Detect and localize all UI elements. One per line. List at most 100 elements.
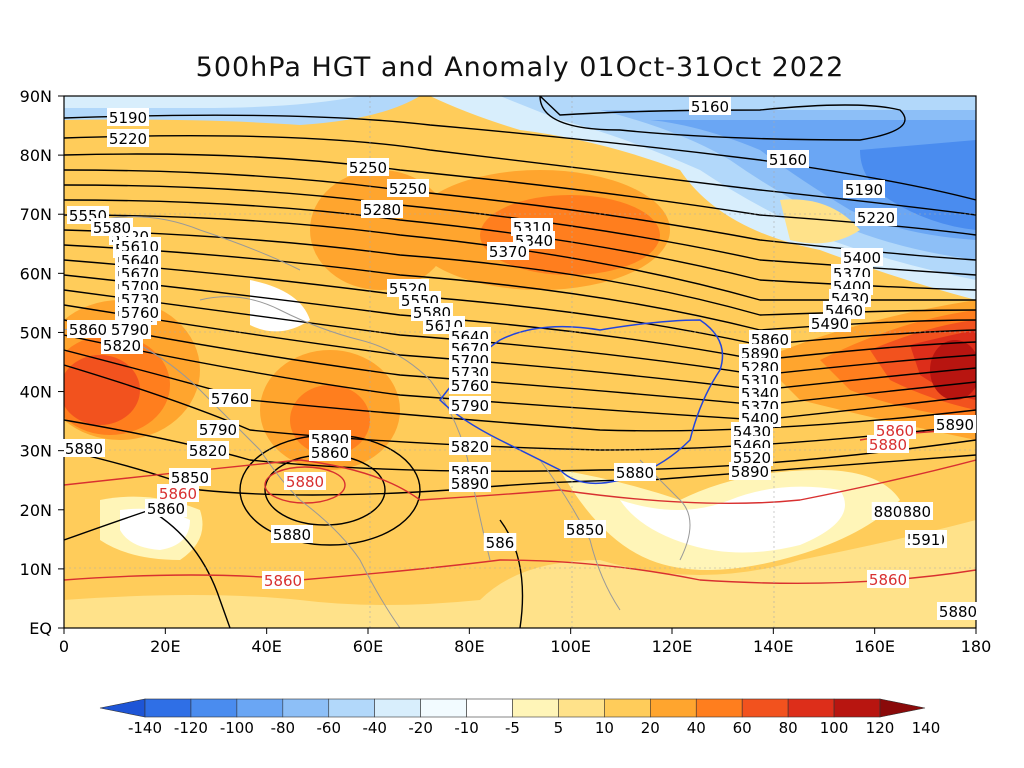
map-title: 500hPa HGT and Anomaly 01Oct-31Oct 2022 bbox=[195, 52, 845, 83]
lat-label: 30N bbox=[20, 442, 52, 461]
contour-label: 5520 bbox=[733, 449, 771, 467]
colorbar-label: -120 bbox=[174, 719, 208, 737]
contour-label-bg bbox=[271, 525, 313, 543]
lat-label: 60N bbox=[20, 264, 52, 283]
colorbar-swatch bbox=[420, 698, 467, 718]
contour-label-bg bbox=[107, 108, 149, 126]
contour-label: 5790 bbox=[199, 421, 237, 439]
contour-label-bg bbox=[729, 462, 771, 480]
lon-label: 180 bbox=[961, 637, 992, 656]
colorbar-label: -20 bbox=[408, 719, 433, 737]
colorbar-swatch bbox=[466, 698, 513, 718]
contour-label-bg bbox=[157, 484, 199, 502]
colorbar-swatch bbox=[787, 698, 835, 718]
colorbar-label: -10 bbox=[454, 719, 479, 737]
contour-label-bg bbox=[119, 237, 161, 255]
contour-label: 5890 bbox=[731, 463, 769, 481]
contour-label: 5860 bbox=[69, 321, 107, 339]
lon-label: 140E bbox=[753, 637, 794, 656]
contour-label-bg bbox=[874, 421, 916, 439]
contour-label: 5890 bbox=[936, 416, 974, 434]
colorbar-swatch bbox=[741, 698, 789, 718]
contour-label-bg bbox=[284, 472, 326, 490]
contour-label: 5890 bbox=[451, 475, 489, 493]
contour-label-bg bbox=[449, 376, 491, 394]
colorbar-swatch bbox=[236, 698, 284, 718]
contour-label-bg bbox=[187, 441, 229, 459]
contour-label: 5820 bbox=[103, 337, 141, 355]
contour-label-bg bbox=[867, 570, 909, 588]
colorbar-swatch bbox=[282, 698, 330, 718]
contour-label: 5850 bbox=[171, 469, 209, 487]
latitude-axis: 90N 80N 70N 60N 50N 40N 30N 20N 10N EQ bbox=[20, 87, 64, 638]
contour-label-bg bbox=[871, 502, 905, 520]
contour-label-bg bbox=[614, 463, 656, 481]
colorbar-label: 40 bbox=[687, 719, 706, 737]
lat-label: EQ bbox=[29, 619, 52, 638]
colorbar-label: -5 bbox=[505, 719, 520, 737]
contour-label: 5160 bbox=[691, 98, 729, 116]
lon-label: 40E bbox=[251, 637, 281, 656]
contour-label: 5190 bbox=[845, 181, 883, 199]
contour-label-bg bbox=[197, 420, 239, 438]
contour-label: 5880 bbox=[65, 440, 103, 458]
lat-label: 20N bbox=[20, 501, 52, 520]
lon-label: 80E bbox=[454, 637, 484, 656]
colorbar-label: -60 bbox=[317, 719, 342, 737]
contour-label-red: 5880 bbox=[286, 473, 324, 491]
contour-label: 5760 bbox=[121, 304, 159, 322]
colorbar-arrow-left bbox=[99, 698, 146, 718]
contour-label-bg bbox=[867, 435, 909, 453]
colorbar-label: 5 bbox=[554, 719, 564, 737]
contour-label-bg bbox=[937, 602, 979, 620]
colorbar-swatch bbox=[558, 698, 605, 718]
lat-label: 10N bbox=[20, 560, 52, 579]
contour-label: 5400 bbox=[843, 249, 881, 267]
contour-label-bg bbox=[689, 97, 731, 115]
lon-label: 160E bbox=[854, 637, 895, 656]
colorbar-swatch bbox=[144, 698, 192, 718]
colorbar-label: 60 bbox=[733, 719, 752, 737]
colorbar-label: -100 bbox=[220, 719, 254, 737]
contour-label-bg bbox=[731, 422, 773, 440]
colorbar-swatch bbox=[650, 698, 697, 718]
contour-label: 5220 bbox=[857, 209, 895, 227]
colorbar-label: 140 bbox=[912, 719, 941, 737]
contour-label-bg bbox=[731, 448, 773, 466]
contour-label: 5160 bbox=[769, 151, 807, 169]
lon-label: 120E bbox=[652, 637, 693, 656]
colorbar-label: -80 bbox=[271, 719, 296, 737]
contour-label-bg bbox=[109, 320, 151, 338]
contour-label: 5280 bbox=[363, 201, 401, 219]
contour-label: 5860 bbox=[311, 444, 349, 462]
contour-label: 5790 bbox=[111, 321, 149, 339]
contour-label-red: 5860 bbox=[264, 572, 302, 590]
contour-label-bg bbox=[262, 571, 304, 589]
lat-label: 70N bbox=[20, 205, 52, 224]
colorbar-swatch bbox=[833, 698, 881, 718]
contour-label: 5580 bbox=[93, 219, 131, 237]
contour-label: 5760 bbox=[211, 390, 249, 408]
contour-label: 591 bbox=[912, 531, 941, 549]
contour-label-bg bbox=[483, 533, 517, 551]
contour-label-bg bbox=[749, 330, 791, 348]
colorbar-label: 120 bbox=[866, 719, 895, 737]
contour-label: 5880 bbox=[616, 464, 654, 482]
contour-label-red: 5880 bbox=[869, 436, 907, 454]
lon-label: 20E bbox=[150, 637, 180, 656]
colorbar-arrow-right bbox=[879, 698, 926, 718]
contour-label-bg bbox=[841, 248, 883, 266]
colorbar-swatch bbox=[512, 698, 559, 718]
contour-label-bg bbox=[487, 242, 529, 260]
contour-label-bg bbox=[843, 180, 885, 198]
colorbar-swatch bbox=[190, 698, 238, 718]
contour-label-bg bbox=[767, 150, 809, 168]
lon-label: 0 bbox=[59, 637, 69, 656]
contour-label-bg bbox=[449, 474, 491, 492]
contour-label-bg bbox=[145, 499, 187, 517]
contour-label: 5820 bbox=[189, 442, 227, 460]
contour-label-bg bbox=[361, 200, 403, 218]
contour-label-bg bbox=[387, 179, 429, 197]
contour-label-bg bbox=[209, 389, 251, 407]
